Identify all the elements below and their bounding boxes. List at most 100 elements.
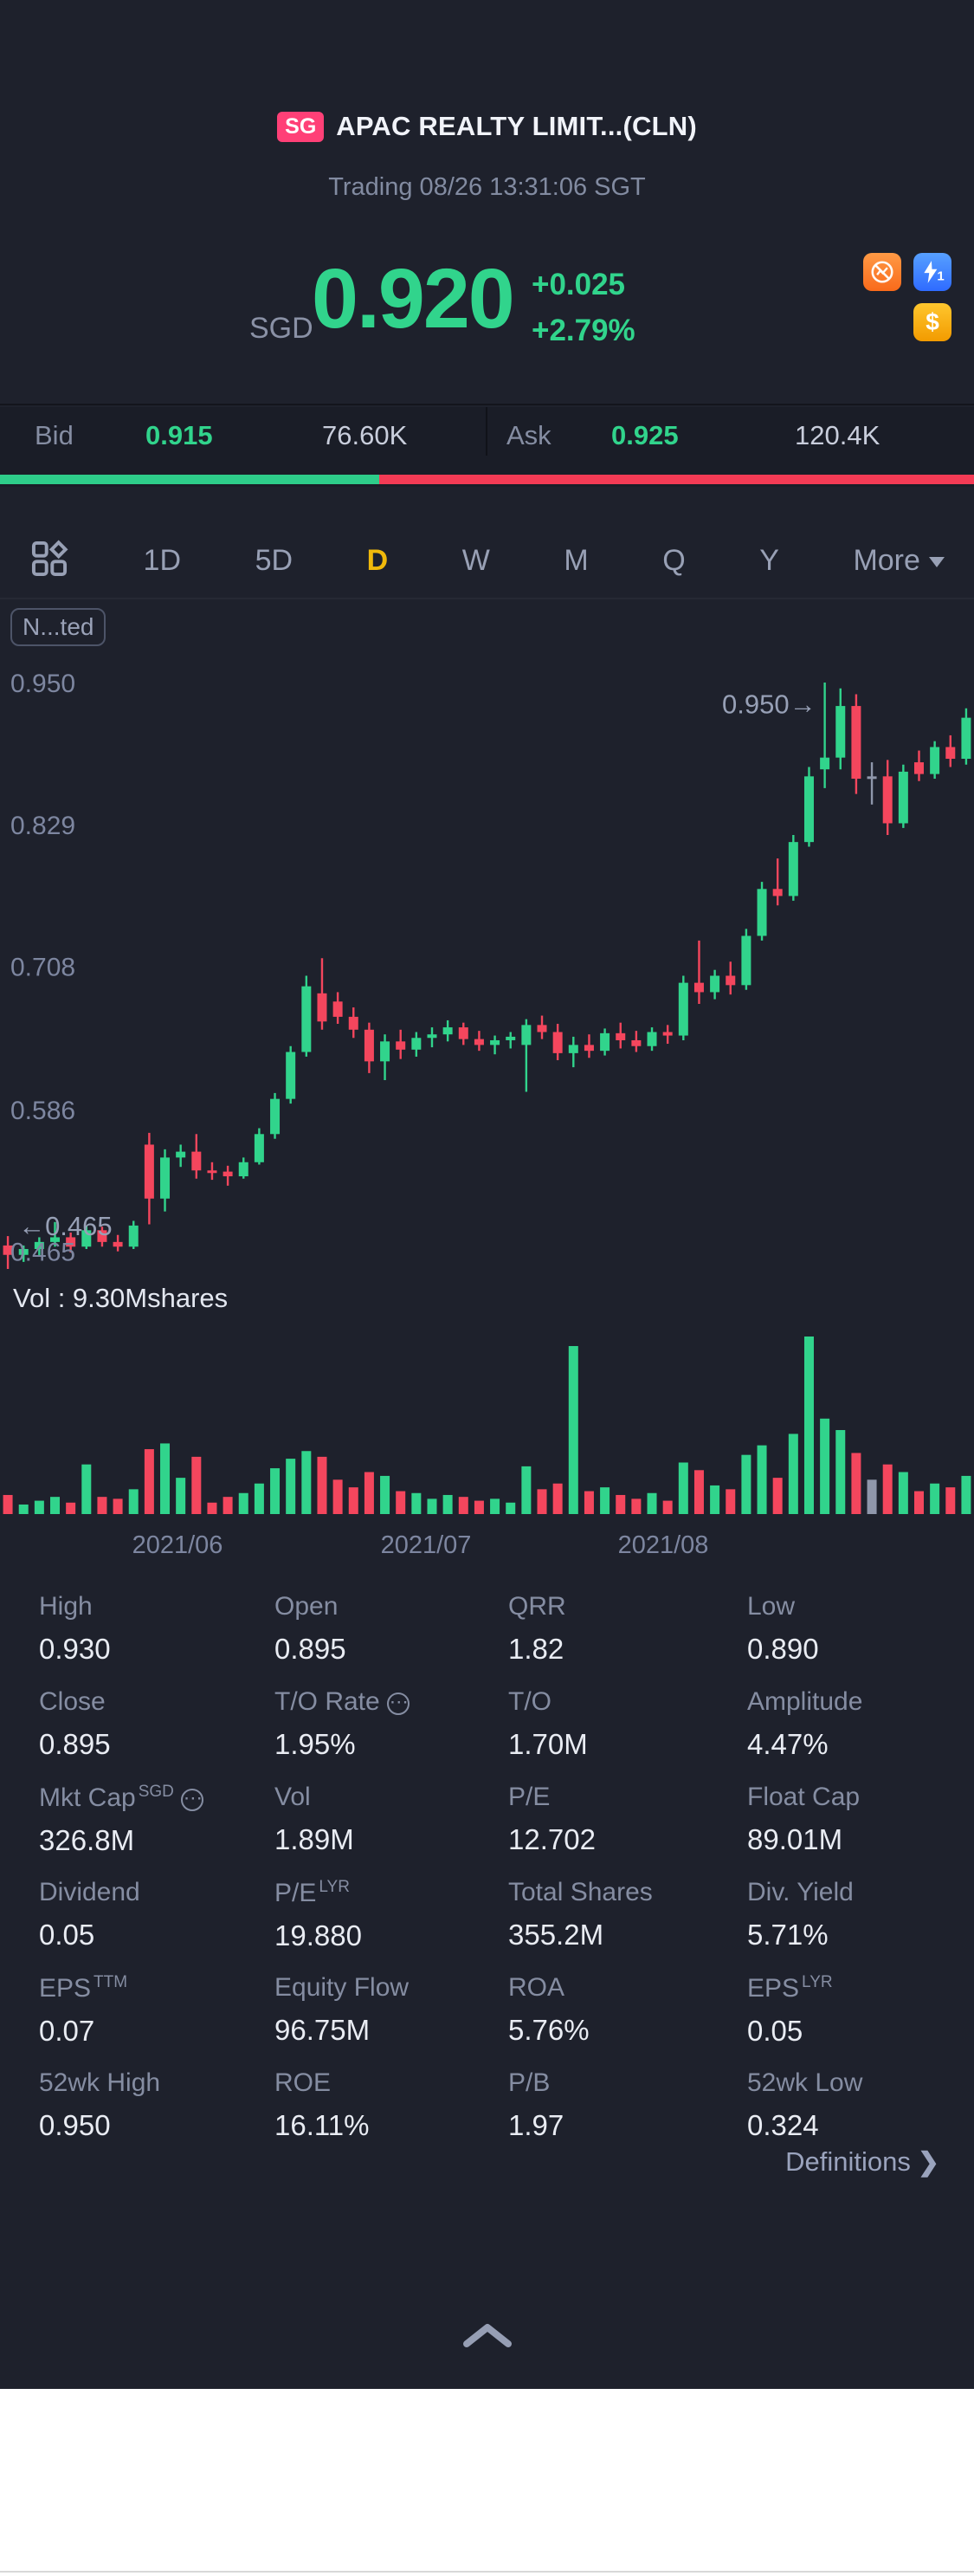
candle <box>772 858 783 906</box>
volume-bar <box>348 1487 358 1514</box>
volume-chart[interactable] <box>0 1332 974 1516</box>
volume-bar <box>66 1502 76 1514</box>
candle <box>490 1035 500 1055</box>
candle <box>898 764 908 828</box>
candle <box>176 1144 186 1168</box>
stat-value: 96.75M <box>274 2014 371 2046</box>
info-icon[interactable]: ⋯ <box>386 1693 410 1715</box>
volume-bar <box>254 1483 264 1514</box>
tab-y[interactable]: Y <box>759 543 779 577</box>
volume-bar <box>867 1479 877 1514</box>
volume-bar <box>882 1464 893 1514</box>
candle <box>820 683 830 788</box>
stat-cell: ROE 16.11% <box>274 2068 508 2164</box>
stat-cell: Float Cap 89.01M <box>747 1783 939 1878</box>
candle <box>301 975 312 1057</box>
candle <box>930 741 940 780</box>
chart-grid-icon[interactable] <box>29 539 69 583</box>
candle <box>835 688 846 770</box>
stat-cell: P/E LYR 19.880 <box>274 1878 508 1973</box>
candle <box>474 1031 484 1052</box>
tab-d-selected[interactable]: D <box>366 543 389 577</box>
candle <box>757 882 767 941</box>
restricted-trading-icon[interactable] <box>863 253 901 291</box>
candle <box>851 694 861 794</box>
stat-label: Div. Yield <box>747 1878 854 1906</box>
candle <box>726 961 736 995</box>
candle <box>741 929 751 990</box>
collapse-button[interactable] <box>460 2320 515 2355</box>
tab-1d[interactable]: 1D <box>143 543 182 577</box>
trading-status: Trading 08/26 13:31:06 SGT <box>328 173 646 201</box>
stat-cell: Dividend 0.05 <box>39 1878 274 1973</box>
volume-bar <box>128 1489 139 1514</box>
candlestick-chart[interactable]: 0.950 0.829 0.708 0.586 0.465 0.950→ ←0.465 <box>0 667 974 1282</box>
candle <box>616 1022 626 1049</box>
candle <box>160 1149 171 1212</box>
candle <box>693 940 704 1004</box>
more-label: More <box>853 543 920 577</box>
stat-label: EPS <box>747 1974 800 2003</box>
definitions-link[interactable]: Definitions ❯ <box>785 2146 939 2178</box>
stat-cell: Div. Yield 5.71% <box>747 1878 939 1973</box>
stat-value: 19.880 <box>274 1919 362 1951</box>
stat-value: 0.890 <box>747 1633 819 1665</box>
volume-bar <box>364 1472 374 1514</box>
volume-bar <box>898 1472 908 1514</box>
tab-w[interactable]: W <box>461 543 490 577</box>
stat-cell: T/O 1.70M <box>508 1687 747 1783</box>
candle <box>66 1233 76 1253</box>
volume-bar <box>930 1483 940 1514</box>
candle <box>286 1045 296 1104</box>
flash-order-icon[interactable]: 1 <box>913 253 951 291</box>
volume-bar <box>662 1500 673 1514</box>
stat-value: 1.82 <box>508 1633 564 1665</box>
volume-bar <box>961 1475 971 1514</box>
candle <box>50 1221 61 1247</box>
volume-bar <box>458 1497 468 1514</box>
tab-5d[interactable]: 5D <box>255 543 293 577</box>
candle <box>223 1165 233 1186</box>
volume-bar <box>506 1502 516 1514</box>
bid-price[interactable]: 0.915 <box>145 420 213 450</box>
candle <box>961 708 971 765</box>
stats-grid: High 0.930 Open 0.895 QRR 1.82 Low 0.890 Clo… <box>0 1592 974 2164</box>
stat-label: High <box>39 1592 93 1621</box>
stat-value: 0.895 <box>39 1728 111 1760</box>
volume-bar <box>474 1500 484 1514</box>
volume-bar <box>301 1451 312 1514</box>
volume-bar <box>552 1483 563 1514</box>
stat-cell: P/B 1.97 <box>508 2068 747 2164</box>
bid-label: Bid <box>35 420 74 450</box>
volume-bar <box>442 1494 453 1514</box>
dollar-icon[interactable]: $ <box>913 303 951 341</box>
stat-cell: EPS LYR 0.05 <box>747 1973 939 2068</box>
info-icon[interactable]: ⋯ <box>180 1789 203 1811</box>
stat-value: 355.2M <box>508 1919 604 1951</box>
tab-more[interactable]: More <box>853 543 945 578</box>
candle <box>128 1220 139 1249</box>
stat-label: ROA <box>508 1973 565 2002</box>
tab-m[interactable]: M <box>564 543 589 577</box>
volume-bar <box>50 1497 61 1514</box>
volume-bar <box>647 1492 657 1514</box>
y-axis-label: 0.465 <box>10 1239 75 1267</box>
volume-bar <box>772 1478 783 1514</box>
chevron-down-icon <box>928 557 945 567</box>
tab-q[interactable]: Q <box>662 543 686 577</box>
ask-price[interactable]: 0.925 <box>611 420 679 450</box>
candle <box>364 1022 374 1073</box>
volume-bar <box>913 1491 924 1514</box>
stat-label: QRR <box>508 1592 566 1621</box>
stat-value: 89.01M <box>747 1823 843 1855</box>
candle <box>348 1007 358 1039</box>
adjustment-mode-badge[interactable]: N...ted <box>10 608 106 646</box>
candle <box>521 1019 532 1092</box>
volume-bar <box>741 1454 751 1514</box>
candle <box>270 1092 281 1139</box>
stat-cell: Equity Flow 96.75M <box>274 1973 508 2068</box>
stat-superscript: TTM <box>94 1973 128 1991</box>
volume-bar <box>427 1498 437 1514</box>
volume-bar <box>945 1487 956 1514</box>
